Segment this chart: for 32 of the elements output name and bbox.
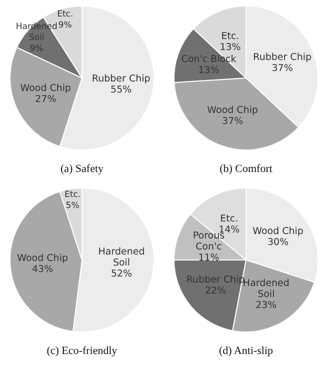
- data-label: 23%: [256, 300, 277, 311]
- slice-label: Etc.: [64, 190, 81, 200]
- text: (d) Anti-slip: [218, 345, 274, 357]
- data-label: 22%: [204, 285, 226, 296]
- slice-label: Etc.: [57, 10, 74, 20]
- data-label: 30%: [267, 236, 289, 248]
- slice-label: Hardened Soil: [242, 278, 290, 300]
- slice-label: Hardened Soil: [98, 246, 145, 268]
- slice-label: Wood Chip: [207, 104, 258, 116]
- slice-label: Rubber Chip: [253, 51, 312, 62]
- slice-label: Etc.: [220, 213, 238, 224]
- data-label: 9%: [58, 20, 72, 31]
- data-label: 37%: [272, 62, 293, 74]
- slice-label: Rubber Chip: [92, 73, 150, 84]
- data-label: 11%: [198, 252, 220, 264]
- text: (a) Safety: [60, 163, 104, 175]
- slice-label: Wood Chip: [252, 226, 304, 237]
- data-label: 27%: [35, 94, 56, 105]
- data-label: 5%: [66, 201, 80, 212]
- data-label: 13%: [220, 42, 241, 53]
- slice-label: Wood Chip: [20, 82, 72, 94]
- data-label: 9%: [30, 44, 44, 54]
- text: (b) Comfort: [220, 163, 272, 175]
- slice-label: Etc.: [221, 30, 240, 42]
- data-label: 43%: [32, 264, 54, 275]
- text: (c) Eco-friendly: [46, 345, 118, 357]
- slice-label: Porous Con'c: [192, 230, 225, 252]
- slice-label: Wood Chip: [17, 252, 68, 264]
- data-label: 52%: [110, 268, 132, 280]
- data-label: 55%: [110, 84, 132, 96]
- data-label: 13%: [198, 64, 220, 76]
- data-label: 37%: [222, 115, 244, 126]
